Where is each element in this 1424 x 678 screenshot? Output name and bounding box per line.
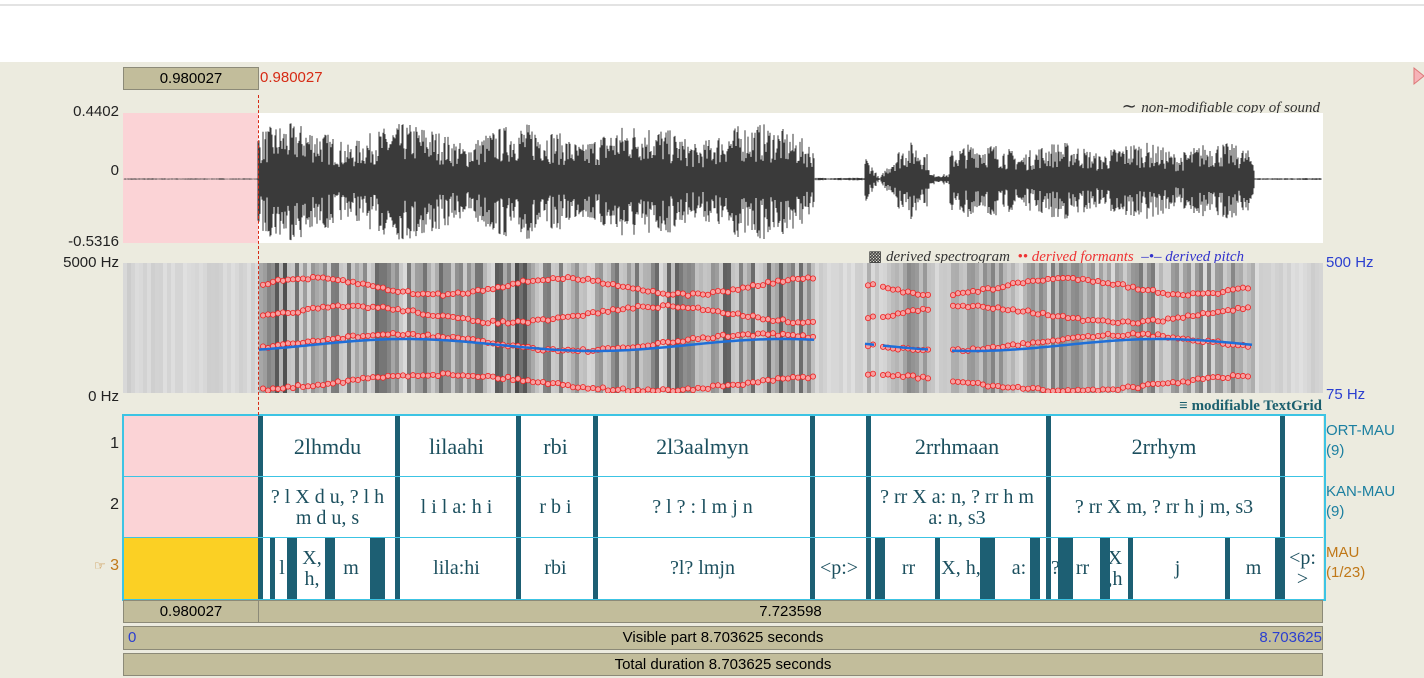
tier-name: KAN-MAU xyxy=(1326,482,1395,502)
tier-number: ☞ 3 xyxy=(94,557,119,575)
visible-start: 0 xyxy=(128,627,136,649)
tier-name: MAU xyxy=(1326,543,1359,563)
tier-number-text: 3 xyxy=(110,557,119,574)
tier-number-text: 1 xyxy=(110,435,119,452)
visible-end: 8.703625 xyxy=(1259,627,1322,649)
praat-editor: 0.980027 0.980027 0.4402 0 -0.5316 ∼ non… xyxy=(0,0,1424,678)
textgrid-frame xyxy=(122,414,1326,601)
tier-count: (9) xyxy=(1326,502,1344,522)
cursor-line xyxy=(258,95,259,415)
tier-number: 2 xyxy=(110,496,119,514)
visible-label: Visible part 8.703625 seconds xyxy=(623,629,824,646)
total-bar[interactable]: Total duration 8.703625 seconds xyxy=(123,653,1323,676)
tier-number-text: 2 xyxy=(110,496,119,513)
tier-count: (9) xyxy=(1326,441,1344,461)
tier-number: 1 xyxy=(110,435,119,453)
visible-bar[interactable]: 0 Visible part 8.703625 seconds 8.703625 xyxy=(123,626,1323,650)
left-duration[interactable]: 0.980027 xyxy=(123,600,259,623)
tier-name: ORT-MAU xyxy=(1326,421,1395,441)
tier-marker: ☞ xyxy=(94,558,106,573)
right-duration[interactable]: 7.723598 xyxy=(258,600,1323,623)
tier-count: (1/23) xyxy=(1326,563,1365,583)
